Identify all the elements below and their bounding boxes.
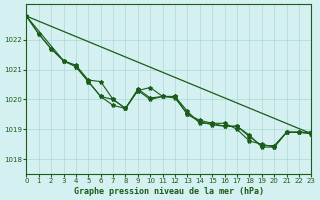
X-axis label: Graphe pression niveau de la mer (hPa): Graphe pression niveau de la mer (hPa)	[74, 187, 264, 196]
